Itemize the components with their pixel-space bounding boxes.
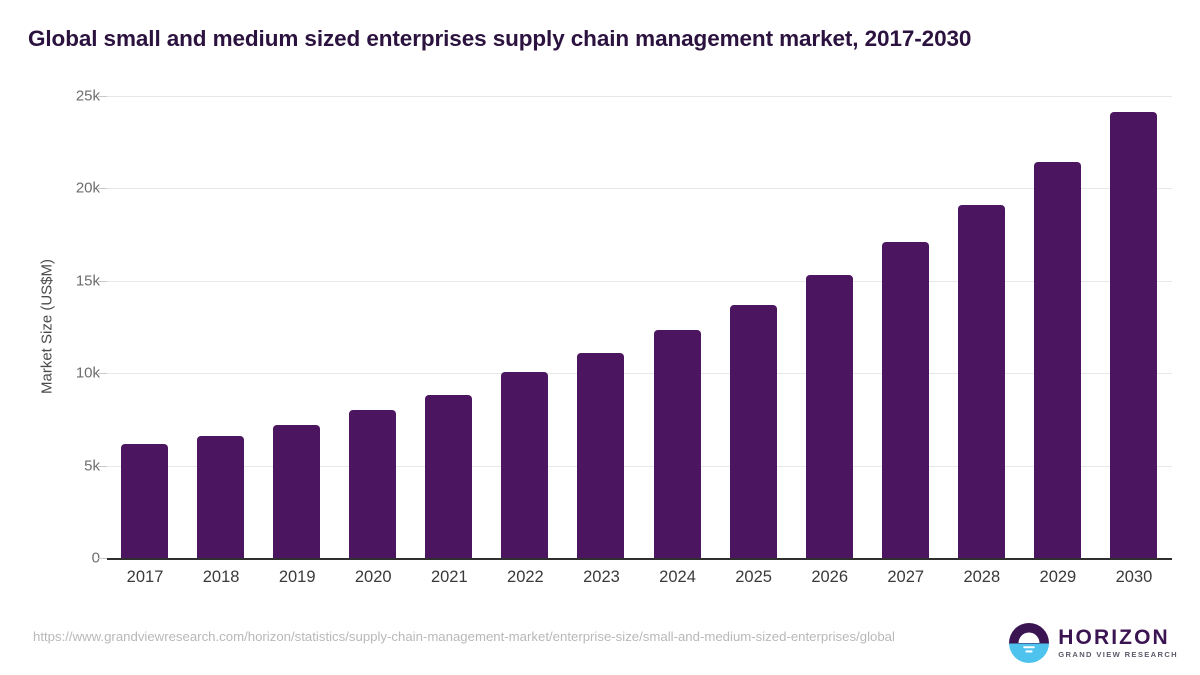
y-tick-label: 15k xyxy=(75,272,100,290)
logo-tagline: GRAND VIEW RESEARCH xyxy=(1058,650,1178,660)
x-tick-label: 2030 xyxy=(1115,568,1153,586)
bar[interactable] xyxy=(273,424,321,558)
y-axis-tick-mark xyxy=(98,188,107,190)
gridline xyxy=(107,280,1172,282)
y-tick-label: 5k xyxy=(84,457,100,475)
x-axis-line xyxy=(107,558,1172,560)
bar[interactable] xyxy=(121,444,168,558)
y-tick-label: 25k xyxy=(75,87,100,105)
bar-group[interactable]: 2020 xyxy=(335,0,411,610)
bar-group[interactable]: 2018 xyxy=(183,0,259,610)
bar-group[interactable]: 2029 xyxy=(1020,0,1096,610)
bar[interactable] xyxy=(349,410,397,558)
bar[interactable] xyxy=(577,352,625,558)
bar[interactable] xyxy=(957,205,1005,558)
bar[interactable] xyxy=(653,329,701,558)
bar-group[interactable]: 2026 xyxy=(792,0,868,610)
bar-group[interactable]: 2022 xyxy=(487,0,563,610)
x-tick-label: 2023 xyxy=(583,568,620,586)
x-tick-label: 2027 xyxy=(887,568,925,586)
y-axis-tick-mark xyxy=(98,280,107,282)
logo-wordmark: HORIZON xyxy=(1058,626,1170,650)
x-tick-label: 2024 xyxy=(659,568,696,586)
y-tick-label: 20k xyxy=(75,179,100,197)
x-tick-label: 2020 xyxy=(354,568,392,586)
horizon-logo-text: HORIZON GRAND VIEW RESEARCH xyxy=(1058,627,1178,659)
y-axis-tick-mark xyxy=(98,96,107,97)
chart-plot-area: Market Size (US$M) 0 5k 10k 15k 20k 25k 2017 2… xyxy=(38,0,1172,610)
y-tick-label: 0 xyxy=(91,549,100,567)
x-tick-label: 2025 xyxy=(735,568,772,586)
y-axis-tick-mark xyxy=(98,373,107,375)
bar-group[interactable]: 2024 xyxy=(640,0,716,610)
x-tick-label: 2022 xyxy=(507,568,544,586)
bar-group[interactable]: 2021 xyxy=(411,0,487,610)
gridline xyxy=(107,96,1172,97)
x-tick-label: 2028 xyxy=(963,568,1001,586)
bar[interactable] xyxy=(197,436,245,558)
x-tick-label: 2017 xyxy=(126,568,164,586)
bar[interactable] xyxy=(425,395,473,558)
chart-footer: https://www.grandviewresearch.com/horizo… xyxy=(0,612,1200,675)
bar-group[interactable]: 2030 xyxy=(1096,0,1172,610)
y-axis-tick-labels: 0 5k 10k 15k 20k 25k xyxy=(38,0,100,610)
y-axis-tick-mark xyxy=(98,558,107,559)
bar-group[interactable]: 2025 xyxy=(716,0,792,610)
bar-group[interactable]: 2017 xyxy=(107,0,183,610)
bar-group[interactable]: 2027 xyxy=(868,0,944,610)
gridline xyxy=(107,188,1172,190)
bar-group[interactable]: 2019 xyxy=(259,0,335,610)
bar-series: 2017 2018 2019 2020 2021 2022 2023 2024 2025 2026… xyxy=(107,0,1172,610)
gridline xyxy=(107,465,1172,467)
bar[interactable] xyxy=(729,304,777,558)
source-url[interactable]: https://www.grandviewresearch.com/horizo… xyxy=(33,629,895,644)
x-tick-label: 2019 xyxy=(278,568,316,586)
horizon-logo-icon xyxy=(1009,623,1050,663)
bar[interactable] xyxy=(1109,111,1157,558)
horizon-logo: HORIZON GRAND VIEW RESEARCH xyxy=(1009,620,1178,666)
gridline xyxy=(107,373,1172,375)
bar[interactable] xyxy=(1033,161,1081,558)
bar-group[interactable]: 2028 xyxy=(944,0,1020,610)
bar[interactable] xyxy=(501,372,549,558)
bar[interactable] xyxy=(881,242,929,558)
x-tick-label: 2026 xyxy=(811,568,849,586)
y-tick-label: 10k xyxy=(75,364,100,382)
gridlines xyxy=(98,0,1172,610)
bar[interactable] xyxy=(805,275,853,558)
x-tick-label: 2029 xyxy=(1039,568,1077,586)
y-axis-tick-mark xyxy=(98,465,107,467)
x-tick-label: 2021 xyxy=(430,568,468,586)
chart-title: Global small and medium sized enterprise… xyxy=(28,26,972,51)
x-tick-label: 2018 xyxy=(202,568,240,586)
bar-group[interactable]: 2023 xyxy=(563,0,639,610)
